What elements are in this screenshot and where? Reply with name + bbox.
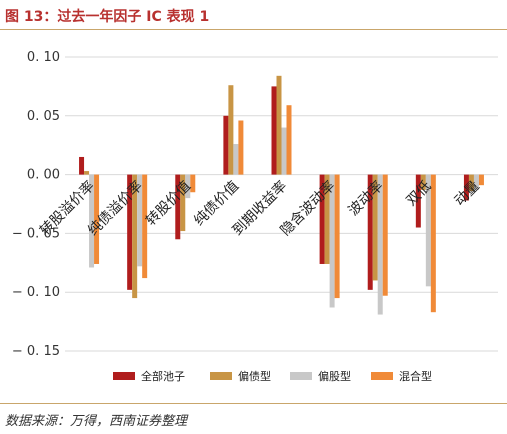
bar: [175, 174, 181, 240]
bar: [415, 174, 421, 228]
bar: [319, 174, 325, 264]
y-tick-label: 0. 10: [27, 50, 60, 65]
bar: [89, 174, 95, 268]
bar: [372, 174, 378, 281]
bar: [132, 174, 138, 299]
bar: [281, 127, 287, 175]
y-tick-label: 0. 05: [27, 109, 60, 124]
bar: [190, 174, 196, 193]
bar: [425, 174, 431, 287]
legend-label: 混合型: [399, 369, 432, 383]
footer-divider: [0, 403, 507, 404]
bar: [228, 85, 234, 175]
bar: [329, 174, 335, 308]
title-divider: [0, 29, 507, 30]
bar: [223, 115, 229, 175]
legend-label: 全部池子: [141, 369, 185, 383]
legend-swatch: [290, 372, 312, 380]
y-tick-label: 0. 00: [27, 168, 60, 183]
bar: [185, 174, 191, 199]
figure-title: 图 13：过去一年因子 IC 表现 1: [5, 9, 210, 25]
bar: [286, 105, 292, 175]
legend: 全部池子 偏债型 偏股型 混合型: [113, 369, 432, 383]
bar: [84, 171, 90, 175]
y-tick-label: − 0. 15: [12, 344, 60, 359]
y-tick-labels: 0. 10 0. 05 0. 00 − 0. 05 − 0. 10 − 0. 15: [12, 50, 60, 359]
bar: [473, 174, 479, 190]
legend-swatch: [210, 372, 232, 380]
y-tick-label: − 0. 05: [12, 226, 60, 241]
legend-swatch: [113, 372, 135, 380]
bar: [142, 174, 148, 279]
bar: [94, 174, 100, 264]
bar: [238, 120, 244, 175]
bar: [127, 174, 133, 290]
y-tick-label: − 0. 10: [12, 285, 60, 300]
bar: [430, 174, 436, 313]
bar: [276, 75, 282, 175]
bar: [137, 174, 143, 267]
bar: [478, 174, 484, 186]
bar: [79, 156, 85, 175]
bar: [334, 174, 340, 299]
bar: [377, 174, 383, 315]
bar: [367, 174, 373, 290]
bar: [463, 174, 469, 201]
bar: [271, 86, 277, 175]
bar: [180, 174, 186, 232]
x-tick-label: 转股价值: [143, 178, 194, 229]
bar-layer: [79, 75, 484, 315]
bar: [382, 174, 388, 296]
source-note: 数据来源：万得，西南证券整理: [5, 414, 188, 429]
bar: [468, 174, 474, 192]
legend-label: 偏股型: [318, 369, 351, 383]
legend-label: 偏债型: [238, 369, 271, 383]
bar: [420, 174, 426, 190]
bar-chart: 0. 10 0. 05 0. 00 − 0. 05 − 0. 10 − 0. 15 转股溢…: [12, 50, 498, 383]
bar: [233, 144, 239, 175]
legend-swatch: [371, 372, 393, 380]
bar: [324, 174, 330, 264]
